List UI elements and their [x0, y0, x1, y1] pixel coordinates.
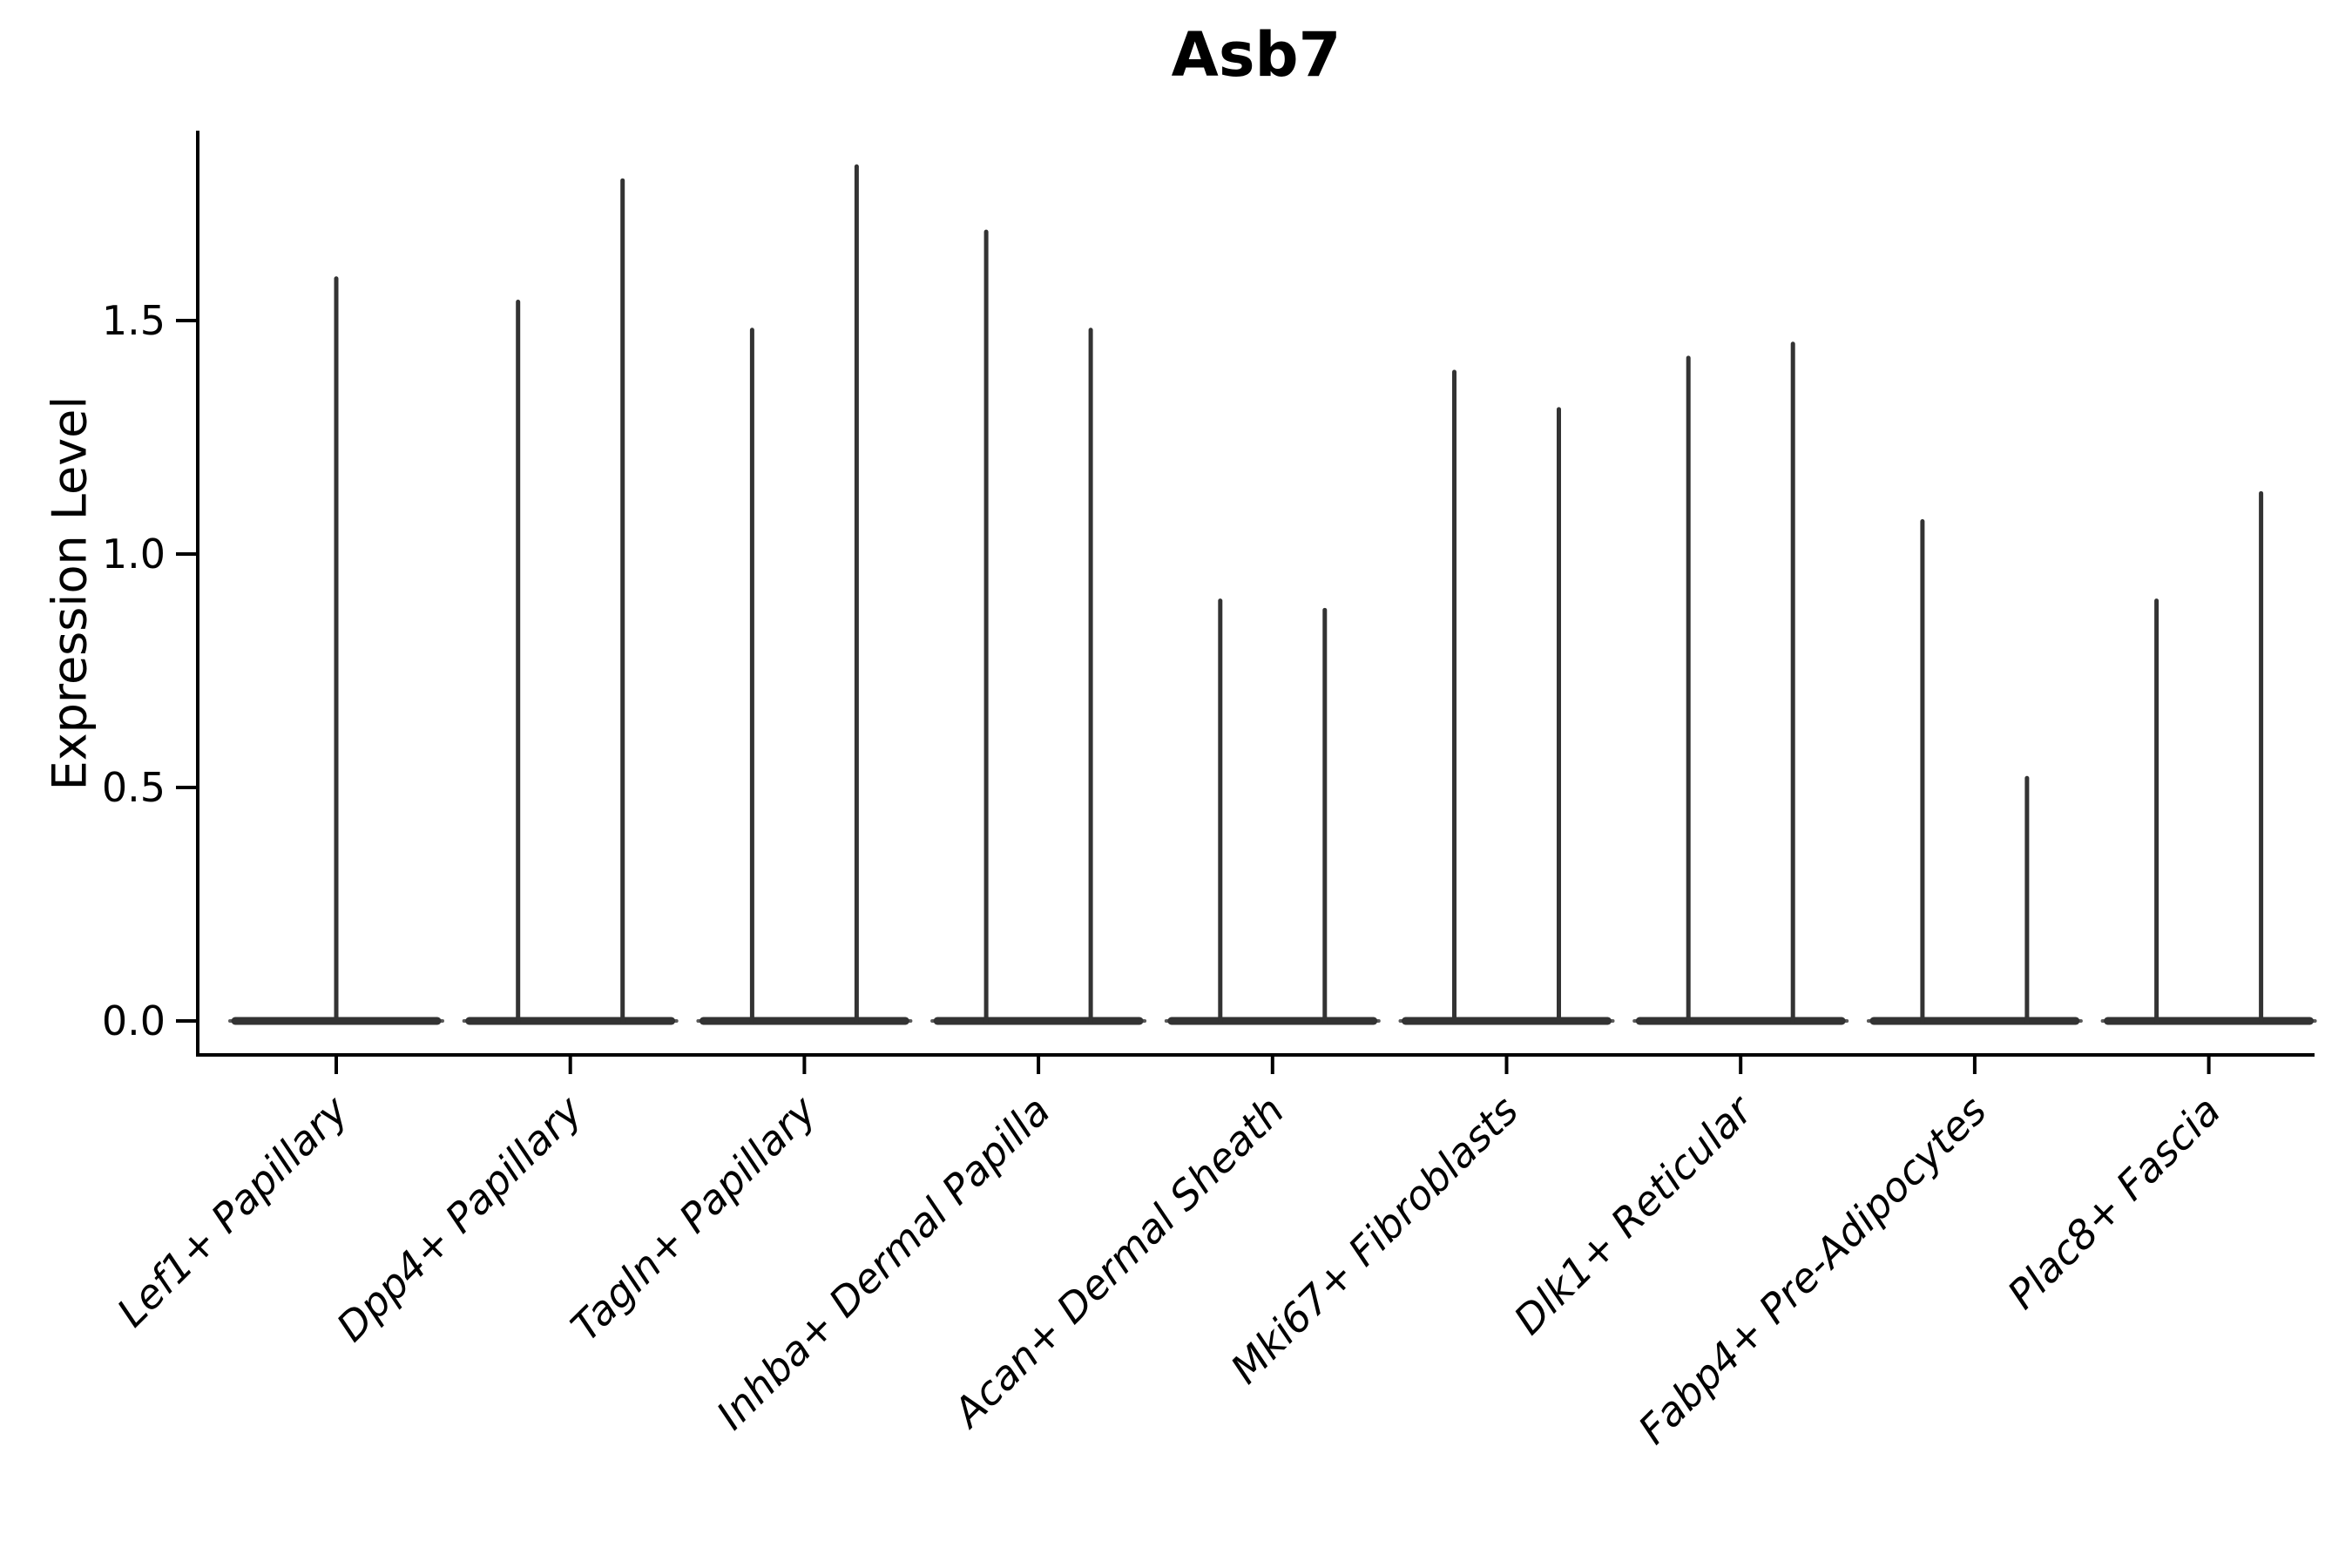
violin-2 — [462, 178, 679, 1025]
violin-9 — [2100, 490, 2317, 1025]
violin-1 — [228, 276, 444, 1025]
violin-4 — [930, 229, 1147, 1025]
x-category-label: Dpp4+ Papillary — [328, 1086, 591, 1350]
x-category-label: Dlk1+ Reticular — [1504, 1085, 1763, 1343]
violin-8 — [1866, 518, 2083, 1025]
x-category-label: Lef1+ Papillary — [108, 1086, 357, 1335]
y-tick-label: 0.5 — [102, 764, 166, 811]
x-category-label: Plac8+ Fascia — [1998, 1087, 2229, 1318]
y-tick-label: 1.5 — [102, 297, 166, 344]
violin-5 — [1164, 598, 1381, 1025]
plot-title: Asb7 — [1171, 19, 1342, 91]
y-tick-label: 1.0 — [102, 531, 166, 578]
violin-3 — [696, 164, 913, 1025]
violin-6 — [1398, 369, 1615, 1025]
x-category-label: Tagln+ Papillary — [562, 1086, 826, 1350]
y-tick-label: 0.0 — [102, 997, 166, 1044]
violin-7 — [1632, 341, 1849, 1025]
